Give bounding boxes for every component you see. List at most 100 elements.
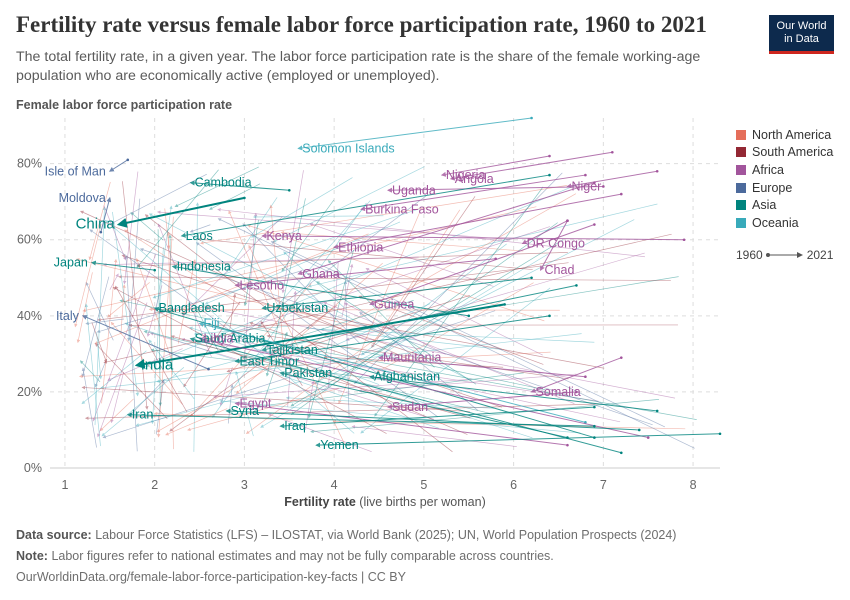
trajectory-tajikistan (261, 284, 577, 352)
trajectory-ethiopia (333, 193, 622, 250)
country-label[interactable]: Ghana (302, 267, 340, 281)
labeled-country-lines (81, 116, 722, 455)
country-label[interactable]: Chad (545, 263, 575, 277)
country-trajectory (287, 290, 297, 407)
legend-swatch (736, 217, 746, 228)
trajectory-italy (81, 315, 209, 370)
country-label[interactable]: Saudi Arabia (195, 332, 266, 346)
note-text: Labor figures refer to national estimate… (51, 549, 554, 563)
trajectory-start-point (584, 375, 587, 378)
legend-item[interactable]: Oceania (736, 214, 833, 232)
source-text[interactable]: Labour Force Statistics (LFS) – ILOSTAT,… (95, 528, 677, 542)
country-trajectory (260, 320, 303, 386)
trajectory-dr-congo (521, 220, 568, 244)
country-trajectory (149, 332, 435, 420)
country-label[interactable]: Uzbekistan (266, 301, 328, 315)
trajectory-uzbekistan (261, 277, 532, 311)
legend-swatch (736, 147, 746, 158)
country-trajectory (249, 321, 503, 408)
trajectory-bangladesh (153, 306, 595, 439)
country-labels: China India Isle of Man Solomon Islands Nige… (45, 141, 602, 452)
country-trajectory (189, 326, 533, 439)
owid-logo[interactable]: Our World in Data (769, 15, 834, 54)
country-label[interactable]: Egypt (239, 396, 271, 410)
country-trajectory (101, 258, 118, 404)
legend-item[interactable]: Asia (736, 196, 833, 214)
country-label[interactable]: Nigeria (446, 168, 486, 182)
country-label[interactable]: India (141, 356, 174, 373)
trajectory-india (134, 303, 505, 369)
country-label[interactable]: Japan (54, 256, 88, 270)
country-trajectory (197, 237, 533, 270)
country-trajectory (252, 215, 384, 219)
time-legend: 1960 2021 (736, 248, 833, 262)
country-label[interactable]: Isle of Man (45, 164, 106, 178)
country-trajectory (314, 219, 635, 384)
country-label[interactable]: China (76, 216, 116, 233)
country-label[interactable]: Angola (455, 172, 494, 186)
country-trajectory (103, 256, 419, 267)
country-label[interactable]: Solomon Islands (302, 141, 394, 155)
country-label[interactable]: Bangladesh (159, 301, 225, 315)
x-tick-label: 8 (690, 478, 697, 492)
country-label[interactable]: Syria (230, 404, 259, 418)
country-label[interactable]: Fiji (204, 316, 220, 330)
country-label[interactable]: Libya (204, 332, 234, 346)
country-trajectory (243, 212, 258, 363)
trajectory-sudan (386, 391, 577, 410)
logo-line1: Our World (776, 20, 827, 32)
x-tick-label: 7 (600, 478, 607, 492)
country-label[interactable]: Burkina Faso (365, 202, 439, 216)
x-tick-label: 4 (331, 478, 338, 492)
country-label[interactable]: Cambodia (195, 176, 252, 190)
trajectory-start-point (287, 188, 291, 192)
trajectory-ghana (297, 182, 595, 276)
country-trajectory (157, 223, 212, 358)
legend-item[interactable]: Africa (736, 161, 833, 179)
country-trajectory (320, 327, 595, 343)
country-trajectory (103, 205, 127, 261)
country-label[interactable]: Indonesia (177, 259, 231, 273)
country-label[interactable]: Niger (571, 179, 601, 193)
x-axis-label: Fertility rate (live births per woman) (0, 495, 770, 509)
footer-url[interactable]: OurWorldinData.org/female-labor-force-pa… (16, 570, 406, 584)
country-label[interactable]: Guinea (374, 297, 414, 311)
country-trajectory (165, 408, 228, 436)
country-trajectory (351, 425, 517, 447)
country-label[interactable]: Moldova (59, 191, 106, 205)
legend-item[interactable]: Europe (736, 179, 833, 197)
country-trajectory (168, 234, 173, 375)
legend-item[interactable]: North America (736, 126, 833, 144)
y-tick-label: 80% (17, 157, 42, 171)
country-label[interactable]: Iraq (284, 419, 306, 433)
country-trajectory (345, 252, 645, 341)
country-label[interactable]: Kenya (266, 229, 301, 243)
trajectory-nigeria (440, 155, 550, 177)
region-legend: North America South America Africa Europe As… (736, 126, 833, 232)
country-trajectory (181, 337, 599, 402)
country-label[interactable]: Ethiopia (338, 240, 383, 254)
country-trajectory (204, 306, 676, 399)
country-label[interactable]: Iran (132, 408, 154, 422)
country-label[interactable]: Tajikistan (266, 343, 317, 357)
x-tick-label: 3 (241, 478, 248, 492)
country-label[interactable]: Lesotho (239, 278, 284, 292)
country-trajectory (145, 183, 580, 367)
legend-item[interactable]: South America (736, 144, 833, 162)
country-label[interactable]: Laos (186, 229, 213, 243)
country-trajectory (110, 371, 124, 424)
country-label[interactable]: Somalia (536, 385, 581, 399)
country-label[interactable]: Afghanistan (374, 370, 440, 384)
country-label[interactable]: DR Congo (527, 237, 585, 251)
country-trajectory (79, 360, 101, 383)
country-label[interactable]: East Timor (239, 354, 299, 368)
legend-label: Oceania (752, 215, 799, 230)
country-trajectory (235, 371, 254, 437)
country-label[interactable]: Italy (56, 309, 80, 323)
country-label[interactable]: Pakistan (284, 366, 332, 380)
country-label[interactable]: Yemen (320, 438, 359, 452)
country-trajectory (257, 200, 371, 328)
country-label[interactable]: Mauritania (383, 351, 441, 365)
country-label[interactable]: Uganda (392, 183, 436, 197)
country-label[interactable]: Sudan (392, 400, 428, 414)
